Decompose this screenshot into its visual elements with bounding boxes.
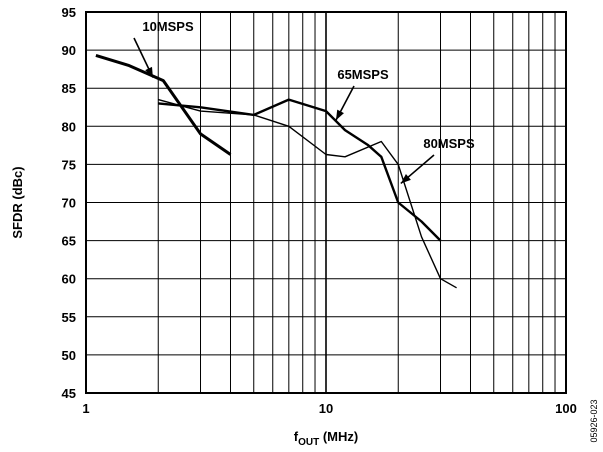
annotations: 10MSPS 65MSPS 80MSPS	[133, 19, 475, 185]
y-tick-label: 95	[62, 5, 76, 20]
grid-lines	[86, 12, 566, 393]
x-axis-label-main: f	[294, 429, 299, 444]
x-tick-label: 1	[82, 401, 89, 416]
y-tick-label: 90	[62, 43, 76, 58]
y-tick-label: 65	[62, 234, 76, 249]
y-tick-label: 55	[62, 310, 76, 325]
annotation-arrowhead	[145, 66, 153, 78]
annotation-label: 10MSPS	[142, 19, 194, 34]
series-lines	[95, 53, 457, 289]
y-tick-label: 75	[62, 157, 76, 172]
x-axis-label-unit: (MHz)	[319, 429, 358, 444]
x-tick-label: 100	[555, 401, 577, 416]
annotation-label: 80MSPS	[423, 136, 475, 151]
tick-labels: 45 50 55 60 65 70 75 80 85 90 95 1 10 100	[62, 5, 577, 416]
y-tick-label: 85	[62, 81, 76, 96]
figure-id: 05926-023	[589, 399, 599, 442]
series-line-80msps	[158, 98, 457, 289]
series-line-65msps	[158, 98, 442, 242]
annotation-arrowhead	[400, 174, 411, 184]
x-axis-label: fOUT (MHz)	[294, 429, 358, 448]
series-line-10msps	[95, 53, 232, 156]
plot-frame	[85, 11, 567, 394]
y-tick-label: 45	[62, 386, 76, 401]
y-tick-label: 80	[62, 119, 76, 134]
x-axis-label-subscript: OUT	[298, 437, 319, 448]
y-tick-label: 50	[62, 348, 76, 363]
x-tick-label: 10	[319, 401, 333, 416]
y-axis-label: SFDR (dBc)	[10, 166, 25, 238]
y-tick-label: 60	[62, 272, 76, 287]
annotation-label: 65MSPS	[337, 67, 389, 82]
y-tick-label: 70	[62, 196, 76, 211]
annotation-arrowhead	[335, 109, 344, 121]
